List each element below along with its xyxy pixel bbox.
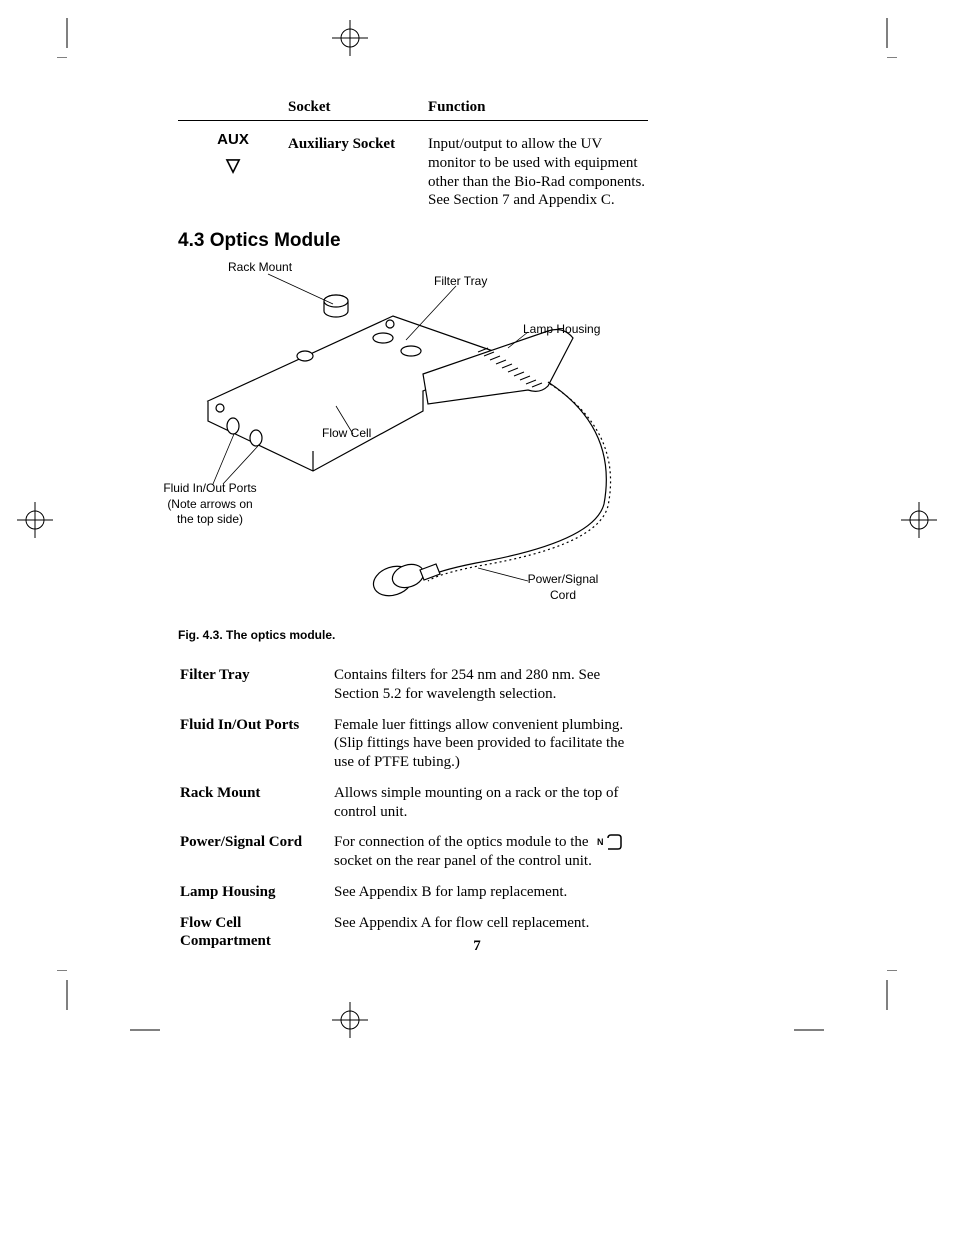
def-desc: See Appendix B for lamp replacement. [334,883,646,912]
def-term: Fluid In/Out Ports [180,716,332,782]
registration-mark-icon [330,18,370,58]
table-row: Power/Signal Cord For connection of the … [180,833,646,881]
table-row: AUX ▽ Auxiliary Socket Input/output to a… [178,121,648,211]
aux-description: Input/output to allow the UV monitor to … [428,121,648,211]
def-term: Lamp Housing [180,883,332,912]
crop-mark-icon [877,18,897,58]
diagram-label-flow-cell: Flow Cell [322,426,371,442]
aux-symbol: AUX ▽ [178,121,288,211]
socket-icon: N [594,834,622,852]
crop-mark-icon [794,1020,824,1040]
crop-mark-icon [57,18,77,58]
diagram-label-rack-mount: Rack Mount [228,260,292,276]
diagram-label-filter-tray: Filter Tray [434,274,487,290]
diagram-label-lamp-housing: Lamp Housing [523,322,600,338]
figure-caption: Fig. 4.3. The optics module. [178,628,648,642]
crop-mark-icon [877,970,897,1010]
def-desc: Allows simple mounting on a rack or the … [334,784,646,832]
socket-table: Socket Function AUX ▽ Auxiliary Socket I… [178,95,648,210]
diagram-label-cord: Power/Signal Cord [523,572,603,603]
def-desc: Female luer fittings allow convenient pl… [334,716,646,782]
table-row: Lamp Housing See Appendix B for lamp rep… [180,883,646,912]
definitions-table: Filter Tray Contains filters for 254 nm … [178,664,648,963]
section-heading: 4.3 Optics Module [178,230,648,252]
page-number: 7 [0,938,954,955]
def-term: Rack Mount [180,784,332,832]
def-term: Power/Signal Cord [180,833,332,881]
table-row: Filter Tray Contains filters for 254 nm … [180,666,646,714]
crop-mark-icon [57,970,77,1010]
registration-mark-icon [15,500,55,540]
aux-name: Auxiliary Socket [288,121,428,211]
registration-mark-icon [330,1000,370,1040]
down-triangle-icon: ▽ [178,156,288,174]
col-header-function: Function [428,95,648,121]
optics-diagram: Rack Mount Filter Tray Lamp Housing Flow… [178,256,648,616]
svg-text:N: N [597,837,604,847]
page-content: Socket Function AUX ▽ Auxiliary Socket I… [178,95,648,963]
optics-module-illustration [178,256,648,616]
def-term: Filter Tray [180,666,332,714]
registration-mark-icon [899,500,939,540]
col-header-socket: Socket [178,95,428,121]
table-row: Fluid In/Out Ports Female luer fittings … [180,716,646,782]
diagram-label-ports: Fluid In/Out Ports (Note arrows on the t… [150,481,270,528]
crop-mark-icon [130,1020,160,1040]
def-desc: Contains filters for 254 nm and 280 nm. … [334,666,646,714]
def-desc: For connection of the optics module to t… [334,833,646,881]
aux-label: AUX [217,131,249,148]
table-row: Rack Mount Allows simple mounting on a r… [180,784,646,832]
